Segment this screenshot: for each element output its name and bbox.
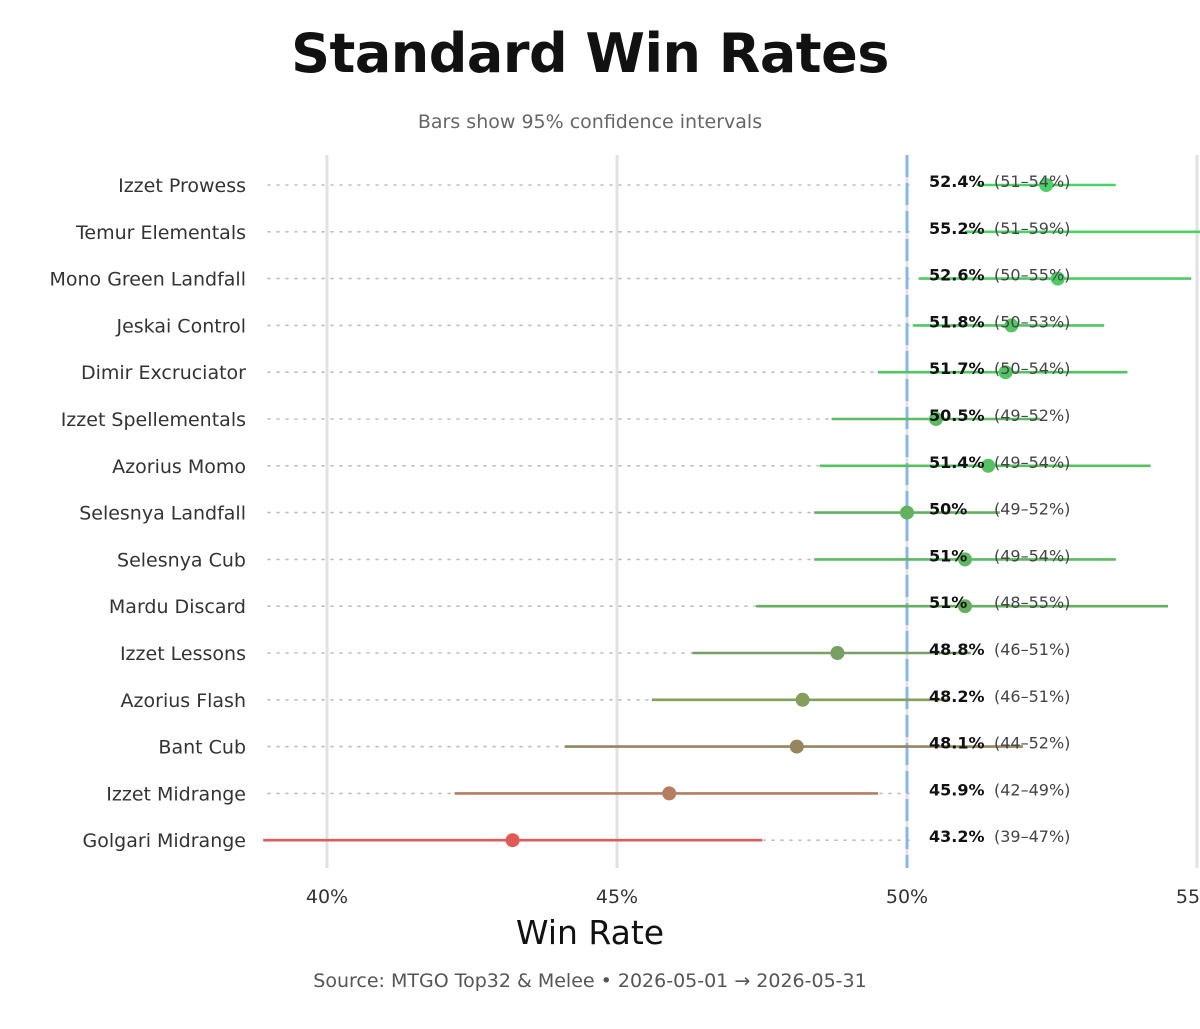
x-tick-label: 50%	[886, 886, 928, 908]
value-label: 52.4%	[929, 172, 985, 191]
value-label: 52.6%	[929, 266, 985, 285]
win-rate-point	[1050, 271, 1065, 286]
x-tick-label: 45%	[596, 886, 638, 908]
deck-label: Selesnya Landfall	[79, 503, 246, 525]
win-rate-point	[795, 692, 810, 707]
x-tick-label: 55%	[1176, 886, 1200, 908]
value-label: 51.4%	[929, 453, 985, 472]
win-rate-point	[505, 833, 520, 848]
win-rate-point	[1004, 318, 1019, 333]
deck-label: Azorius Flash	[121, 690, 246, 712]
ci-label: (50–54%)	[994, 359, 1070, 378]
deck-label: Dimir Excruciator	[81, 362, 246, 384]
ci-label: (49–54%)	[994, 546, 1070, 565]
ci-label: (46–51%)	[994, 640, 1070, 659]
x-tick-label: 40%	[306, 886, 348, 908]
ci-label: (50–53%)	[994, 312, 1070, 331]
value-label: 51.8%	[929, 312, 985, 331]
value-label: 51%	[929, 546, 967, 565]
win-rate-point	[900, 505, 914, 520]
deck-label: Jeskai Control	[115, 315, 246, 337]
chart-subtitle: Bars show 95% confidence intervals	[417, 111, 763, 133]
value-label: 45.9%	[929, 780, 985, 799]
deck-label: Izzet Prowess	[118, 175, 246, 197]
win-rate-point	[1039, 178, 1054, 192]
ci-label: (39–47%)	[994, 827, 1070, 846]
win-rate-point	[662, 786, 677, 801]
deck-label: Selesnya Cub	[117, 549, 246, 571]
value-label: 51.7%	[929, 359, 985, 378]
chart-title: Standard Win Rates	[291, 22, 889, 85]
deck-label: Izzet Lessons	[120, 643, 246, 665]
win-rate-point	[929, 412, 943, 426]
deck-label: Mono Green Landfall	[49, 269, 246, 291]
value-label: 50.5%	[929, 406, 985, 425]
ci-label: (49–52%)	[994, 406, 1070, 425]
ci-label: (44–52%)	[994, 734, 1070, 753]
ci-label: (49–54%)	[994, 453, 1070, 472]
value-label: 51%	[929, 593, 967, 612]
value-label: 55.2%	[929, 219, 985, 238]
ci-label: (42–49%)	[994, 780, 1070, 799]
value-label: 48.1%	[929, 734, 985, 753]
ci-label: (49–52%)	[994, 500, 1070, 519]
value-label: 43.2%	[929, 827, 985, 846]
win-rate-point	[958, 552, 972, 567]
win-rate-point	[789, 739, 804, 754]
deck-label: Mardu Discard	[109, 596, 246, 618]
win-rate-point	[830, 646, 845, 660]
ci-label: (50–55%)	[994, 266, 1070, 285]
ci-label: (51–54%)	[994, 172, 1070, 191]
win-rate-point	[958, 599, 972, 614]
ci-label: (46–51%)	[994, 687, 1070, 706]
win-rate-point	[981, 458, 996, 473]
deck-label: Izzet Spellementals	[61, 409, 246, 431]
x-axis-title: Win Rate	[516, 913, 664, 952]
deck-label: Izzet Midrange	[106, 783, 246, 805]
deck-label: Bant Cub	[158, 737, 246, 759]
value-label: 48.8%	[929, 640, 985, 659]
ci-label: (51–59%)	[994, 219, 1070, 238]
win-rate-point	[998, 365, 1013, 380]
chart-caption: Source: MTGO Top32 & Melee • 2026-05-01 …	[313, 970, 867, 992]
deck-label: Golgari Midrange	[83, 830, 246, 852]
deck-label: Temur Elementals	[75, 222, 246, 244]
value-label: 48.2%	[929, 687, 985, 706]
ci-label: (48–55%)	[994, 593, 1070, 612]
value-label: 50%	[929, 500, 967, 519]
deck-label: Azorius Momo	[112, 456, 246, 478]
